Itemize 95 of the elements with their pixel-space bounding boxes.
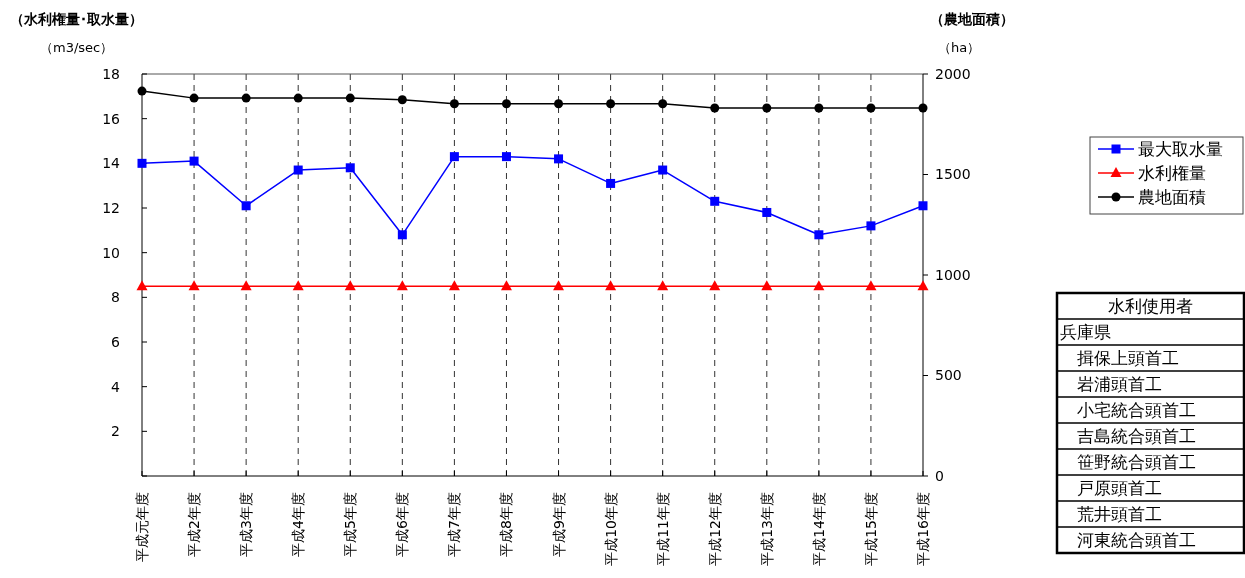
legend-label: 水利権量 [1138, 162, 1206, 183]
point [553, 280, 565, 291]
y-tick-label: 10 [102, 244, 120, 261]
x-tick-label: 平成5年度 [342, 492, 359, 557]
point [866, 103, 876, 113]
point [606, 99, 616, 109]
point [396, 280, 408, 291]
point [710, 196, 720, 206]
y-tick-label: 6 [111, 333, 121, 350]
x-tick-label: 平成15年度 [862, 492, 879, 566]
legend-label: 最大取水量 [1138, 138, 1223, 159]
legend-label: 農地面積 [1138, 186, 1206, 207]
y-tick-label: 12 [102, 199, 120, 216]
point [293, 93, 303, 103]
y2-tick-label: 500 [935, 367, 962, 384]
point [241, 93, 251, 103]
point [137, 86, 147, 96]
point [762, 207, 772, 217]
point [501, 152, 511, 162]
point [449, 152, 459, 162]
point [137, 158, 147, 168]
point [865, 280, 877, 291]
point [449, 99, 459, 109]
text: 小宅統合頭首工 [1060, 399, 1196, 420]
text: 吉島統合頭首工 [1060, 425, 1196, 446]
point [554, 99, 564, 109]
point [240, 280, 252, 291]
y2-tick-label: 1500 [935, 166, 971, 183]
point [292, 280, 304, 291]
x-tick-label: 平成12年度 [706, 492, 723, 566]
y-tick-label: 18 [102, 65, 120, 82]
x-tick-label: 平成4年度 [290, 492, 307, 557]
point [397, 95, 407, 105]
x-tick-label: 平成3年度 [238, 492, 255, 557]
x-tick-label: 平成9年度 [550, 492, 567, 557]
point [709, 280, 721, 291]
x-tick-label: 平成2年度 [186, 492, 203, 557]
x-tick-label: 平成8年度 [498, 492, 515, 557]
point [293, 165, 303, 175]
y2-tick-label: 2000 [935, 65, 971, 82]
x-tick-label: 平成10年度 [602, 492, 619, 566]
text: 笹野統合頭首工 [1060, 451, 1196, 472]
text: 兵庫県 [1060, 321, 1111, 342]
point [658, 165, 668, 175]
point [397, 230, 407, 240]
y-tick-label: 14 [102, 155, 121, 172]
point [605, 280, 617, 291]
point [136, 280, 148, 291]
point [710, 103, 720, 113]
point [448, 280, 460, 291]
x-tick-label: 平成11年度 [654, 492, 671, 566]
y2-axis-title: （農地面積） [930, 11, 1014, 27]
point [501, 99, 511, 109]
text: 水利使用者 [1108, 295, 1193, 316]
point [189, 156, 199, 166]
y-tick-label: 16 [102, 110, 121, 127]
text: 荒井頭首工 [1060, 503, 1162, 524]
point [813, 280, 825, 291]
text: 河東統合頭首工 [1060, 529, 1196, 550]
y2-tick-label: 0 [935, 467, 944, 484]
point [866, 221, 876, 231]
point [918, 103, 928, 113]
text: （ha） [938, 40, 981, 55]
point [241, 201, 251, 211]
point [554, 154, 564, 164]
point [761, 280, 773, 291]
point [189, 93, 199, 103]
x-tick-label: 平成6年度 [394, 492, 411, 557]
y-tick-label: 4 [111, 378, 121, 395]
point [500, 280, 512, 291]
x-tick-label: 平成7年度 [446, 492, 463, 557]
point [814, 230, 824, 240]
x-tick-label: 平成元年度 [134, 492, 150, 562]
point [657, 280, 669, 291]
text: （m3/sec） [40, 40, 114, 55]
point [918, 201, 928, 211]
y-tick-label: 2 [111, 423, 120, 440]
x-tick-label: 平成14年度 [810, 492, 827, 566]
point [658, 99, 668, 109]
y-axis-title: （水利権量･取水量） [10, 11, 143, 27]
point [344, 280, 356, 291]
text: 揖保上頭首工 [1060, 347, 1179, 368]
text: 岩浦頭首工 [1060, 373, 1162, 394]
x-tick-label: 平成13年度 [758, 492, 775, 566]
y2-tick-label: 1000 [935, 266, 971, 283]
point [606, 178, 616, 188]
x-tick-label: 平成16年度 [915, 492, 931, 566]
point [917, 280, 929, 291]
point [345, 163, 355, 173]
point [762, 103, 772, 113]
text: 戸原頭首工 [1060, 477, 1162, 498]
point [345, 93, 355, 103]
y-tick-label: 8 [111, 289, 120, 306]
point [814, 103, 824, 113]
point [188, 280, 200, 291]
